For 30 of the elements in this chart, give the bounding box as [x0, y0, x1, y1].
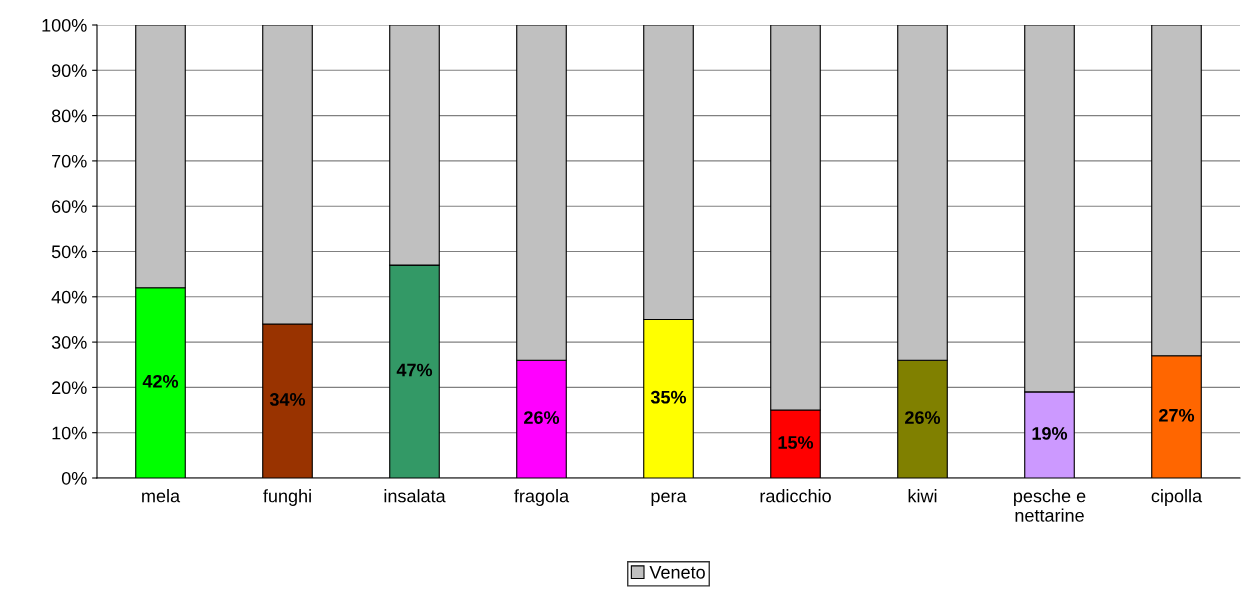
x-tick-label: mela — [142, 489, 181, 503]
data-label: 42% — [142, 374, 179, 388]
data-label: 27% — [1159, 408, 1195, 422]
data-label: 26% — [905, 411, 941, 424]
x-tick-label: pesche e nettarine — [1014, 489, 1086, 522]
data-label: 26% — [524, 411, 560, 424]
y-tick-label: 40% — [51, 290, 87, 304]
y-tick-label: 70% — [52, 154, 87, 168]
y-tick-label: 90% — [51, 64, 87, 78]
y-tick-label: 50% — [51, 245, 87, 259]
legend-label: Veneto — [649, 566, 705, 579]
data-label: 15% — [778, 436, 814, 449]
y-tick-label: 20% — [52, 381, 87, 395]
y-tick-label: 60% — [52, 200, 87, 213]
y-tick-label: 30% — [51, 336, 87, 349]
x-tick-label: kiwi — [908, 489, 937, 503]
x-tick-label: funghi — [263, 489, 311, 506]
y-tick-label: 0% — [61, 471, 87, 485]
y-tick-label: 100% — [42, 18, 87, 32]
x-tick-label: pera — [651, 492, 687, 506]
x-tick-label: insalata — [384, 489, 446, 503]
data-label: 35% — [650, 390, 687, 404]
x-tick-label: cipolla — [1151, 489, 1203, 506]
data-label: 34% — [269, 393, 306, 406]
x-tick-label: radicchio — [760, 489, 831, 503]
data-label: 19% — [1032, 427, 1068, 440]
y-tick-label: 80% — [51, 109, 87, 123]
data-label: 47% — [396, 363, 433, 377]
y-tick-label: 10% — [52, 426, 87, 440]
x-tick-label: fragola — [514, 489, 570, 506]
